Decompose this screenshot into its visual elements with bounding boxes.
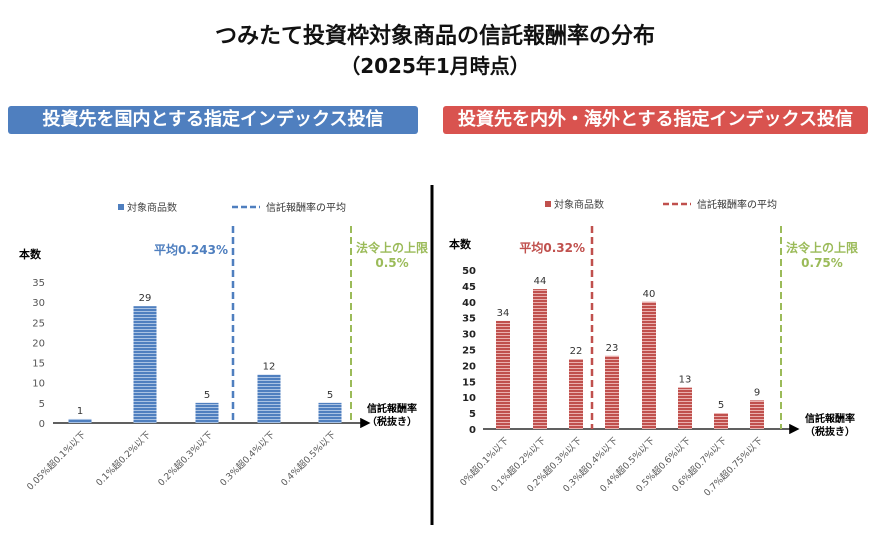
chart1-x-axis-label: 信託報酬率 bbox=[805, 412, 855, 425]
chart0-bar bbox=[257, 374, 281, 423]
chart1-legend-bar-swatch bbox=[545, 201, 551, 207]
chart0-bar bbox=[68, 418, 92, 423]
banner-foreign: 投資先を内外・海外とする指定インデックス投信 bbox=[443, 106, 868, 134]
chart0-x-tick-label: 0.05%超0.1%以下 bbox=[24, 429, 88, 493]
chart0-mean-label: 平均0.243% bbox=[154, 242, 228, 257]
chart1-x-axis-label-sub: （税抜き） bbox=[805, 425, 855, 438]
chart0-bar-value-label: 29 bbox=[139, 293, 152, 304]
chart0-x-tick-label: 0.4%超0.5%以下 bbox=[278, 429, 338, 489]
chart1-bar bbox=[569, 359, 583, 429]
chart0-y-tick-label: 25 bbox=[32, 318, 45, 329]
chart0-y-tick-label: 30 bbox=[32, 298, 45, 309]
chart0-x-tick-label: 0.1%超0.2%以下 bbox=[93, 429, 153, 489]
chart0-x-axis-label-sub: （税抜き） bbox=[367, 415, 417, 428]
chart1-bar bbox=[678, 387, 692, 429]
chart1-bar bbox=[605, 355, 619, 429]
chart0-x-tick-label: 0.3%超0.4%以下 bbox=[217, 429, 277, 489]
chart0-legend-line-label: 信託報酬率の平均 bbox=[266, 201, 346, 214]
page-subtitle: （2025年1月時点） bbox=[340, 54, 530, 78]
chart0-legend-bar-swatch bbox=[118, 204, 124, 210]
chart0-y-tick-label: 10 bbox=[32, 379, 45, 390]
chart1-y-tick-label: 30 bbox=[462, 330, 476, 341]
chart1-legend-bar-label: 対象商品数 bbox=[554, 198, 604, 211]
chart1-y-tick-label: 5 bbox=[469, 409, 476, 420]
chart0-bar bbox=[133, 306, 157, 423]
chart1-bar bbox=[533, 289, 547, 429]
chart1-bar-value-label: 22 bbox=[570, 346, 583, 357]
chart1-mean-label: 平均0.32% bbox=[519, 240, 585, 255]
chart0-bar-value-label: 12 bbox=[263, 362, 276, 373]
chart0-bar-value-label: 1 bbox=[77, 406, 83, 417]
chart0-y-tick-label: 20 bbox=[32, 338, 45, 349]
chart0-bar bbox=[318, 402, 342, 423]
chart0-limit-value-label: 0.5% bbox=[375, 256, 408, 270]
chart1-bar bbox=[714, 413, 728, 429]
chart1-y-tick-label: 10 bbox=[462, 393, 476, 404]
chart1-limit-label: 法令上の上限 bbox=[786, 240, 858, 255]
chart1-bar-value-label: 5 bbox=[718, 400, 724, 411]
chart0-y-axis-label: 本数 bbox=[19, 247, 42, 261]
chart1-bar-value-label: 40 bbox=[643, 289, 656, 300]
chart1-bar-value-label: 9 bbox=[754, 387, 760, 398]
chart0-y-tick-label: 5 bbox=[39, 399, 45, 410]
chart1-y-tick-label: 25 bbox=[462, 346, 476, 357]
chart1-y-tick-label: 35 bbox=[462, 314, 476, 325]
chart0-y-tick-label: 35 bbox=[32, 278, 45, 289]
chart0-bar bbox=[195, 402, 219, 423]
chart0-x-axis-label: 信託報酬率 bbox=[367, 402, 417, 415]
chart1-y-tick-label: 20 bbox=[462, 361, 476, 372]
page-title: つみたて投資枠対象商品の信託報酬率の分布 bbox=[214, 24, 655, 49]
chart1-x-tick-label: 0.7%超0.75%以下 bbox=[701, 435, 765, 499]
chart0-limit-label: 法令上の上限 bbox=[356, 240, 428, 255]
chart1-bar-value-label: 23 bbox=[606, 343, 619, 354]
chart1-bar bbox=[750, 400, 764, 429]
chart1-bar bbox=[642, 301, 656, 429]
chart1-y-tick-label: 50 bbox=[462, 266, 476, 277]
chart1-bar-value-label: 34 bbox=[497, 308, 510, 319]
chart1-y-tick-label: 0 bbox=[469, 425, 476, 436]
chart1-bar-value-label: 44 bbox=[534, 276, 547, 287]
chart1-legend-line-label: 信託報酬率の平均 bbox=[697, 198, 777, 211]
chart1-y-tick-label: 15 bbox=[462, 377, 476, 388]
chart1-y-tick-label: 40 bbox=[462, 298, 476, 309]
banner-domestic: 投資先を国内とする指定インデックス投信 bbox=[8, 106, 418, 134]
chart0-x-tick-label: 0.2%超0.3%以下 bbox=[155, 429, 215, 489]
chart1-y-tick-label: 45 bbox=[462, 282, 476, 293]
chart0-legend-bar-label: 対象商品数 bbox=[127, 201, 177, 214]
chart0-bar-value-label: 5 bbox=[327, 390, 333, 401]
chart1-bar-value-label: 13 bbox=[679, 375, 692, 386]
chart0-y-tick-label: 15 bbox=[32, 359, 45, 370]
chart0-bar-value-label: 5 bbox=[204, 390, 210, 401]
chart1-bar bbox=[496, 320, 510, 429]
chart1-limit-value-label: 0.75% bbox=[801, 256, 843, 270]
chart0-y-tick-label: 0 bbox=[39, 419, 45, 430]
chart1-y-axis-label: 本数 bbox=[449, 237, 472, 251]
